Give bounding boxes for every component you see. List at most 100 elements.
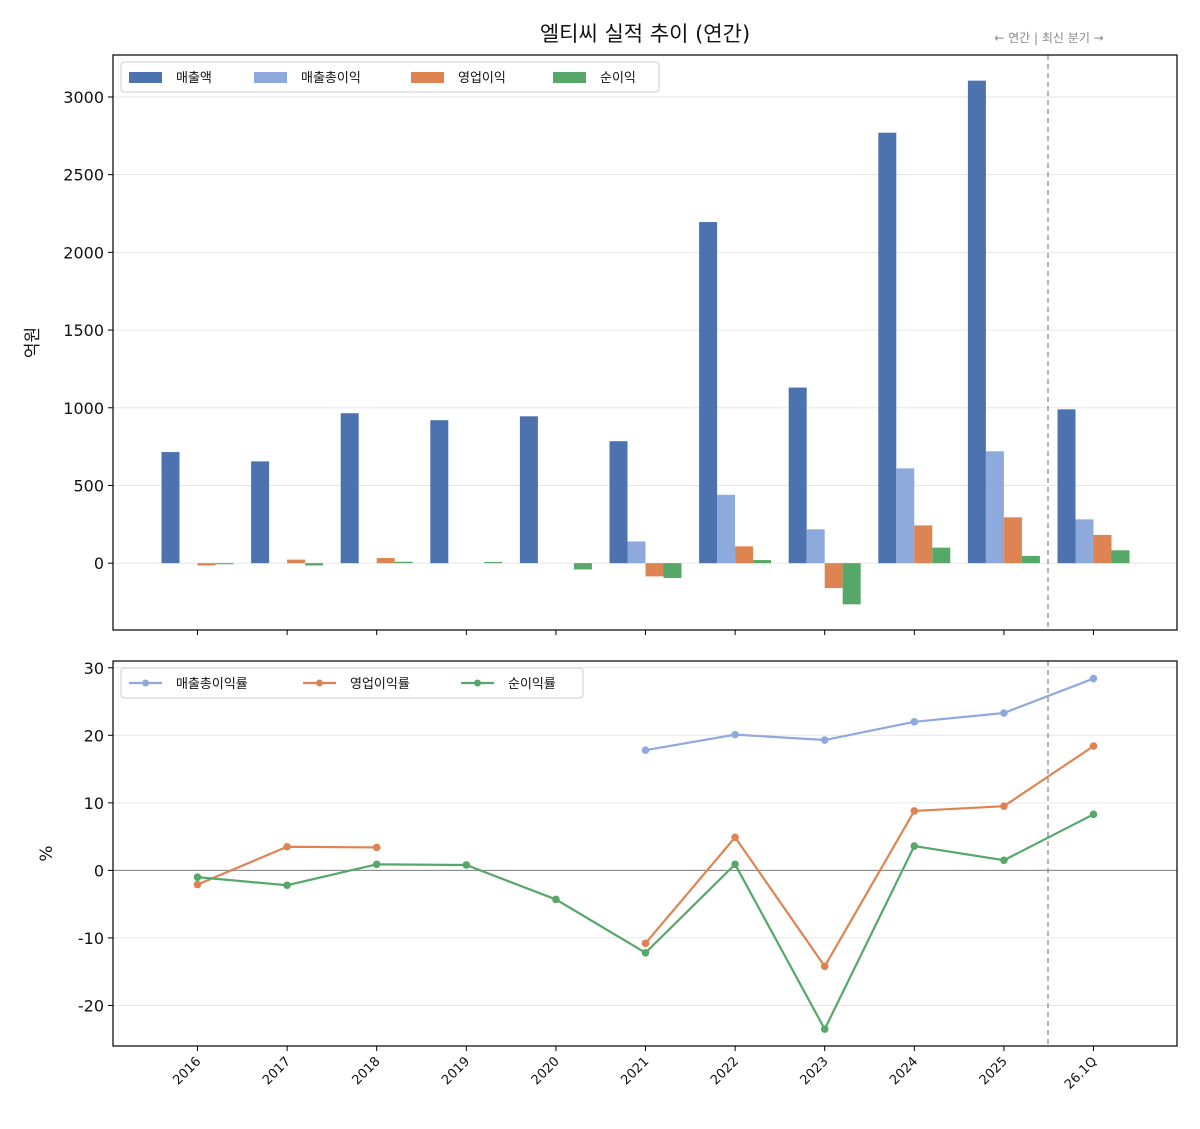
point-net-2016 — [193, 873, 202, 881]
legend-marker-operating — [316, 679, 323, 687]
bar-operating-2024 — [914, 525, 933, 564]
legend-swatch-net — [553, 72, 586, 83]
bar-revenue-26.1Q — [1057, 409, 1076, 564]
point-gross-2025 — [1000, 709, 1008, 717]
bar-net-2020 — [573, 563, 592, 570]
point-net-2020 — [552, 895, 560, 904]
bar-revenue-2025 — [967, 80, 986, 564]
y-tick-label: 3000 — [63, 88, 104, 107]
y-tick-label: 500 — [73, 476, 104, 495]
revenue-bar-panel: 0 500 1000 1500 2000 2500 3000 억원 매출액 매출총이익 영업이익 순이… — [23, 54, 1178, 635]
legend-box — [120, 667, 584, 699]
divider-note: ← 연간 | 최신 분기 → — [994, 31, 1103, 45]
point-gross-2024 — [910, 717, 919, 726]
y-tick-label: 10 — [84, 794, 104, 813]
y-tick-label: 2500 — [63, 166, 104, 185]
bar-gross-2021 — [627, 541, 646, 564]
bar-operating-2017 — [287, 559, 306, 564]
point-operating-2021 — [641, 939, 650, 948]
point-net-2023 — [820, 1025, 829, 1033]
point-net-2018 — [372, 860, 381, 869]
bar-revenue-2021 — [609, 441, 628, 564]
y-tick-label: 0 — [94, 861, 104, 880]
point-operating-2022 — [731, 833, 739, 842]
bar-gross-26.1Q — [1075, 519, 1094, 564]
bar-revenue-2017 — [251, 461, 270, 564]
point-gross-26.1Q — [1089, 674, 1098, 683]
legend-label: 매출총이익 — [301, 71, 361, 86]
y-tick-label: 1500 — [63, 321, 104, 340]
point-net-2025 — [1000, 856, 1008, 865]
y-tick-label: 30 — [84, 659, 104, 678]
point-net-2021 — [641, 948, 650, 957]
legend-label: 순이익 — [600, 71, 636, 86]
point-net-2017 — [283, 881, 291, 890]
bar-net-2022 — [753, 560, 772, 564]
bar-net-2018 — [394, 561, 413, 564]
bar-revenue-2020 — [519, 416, 538, 564]
legend-swatch-gross — [254, 72, 287, 83]
y-tick-label: -20 — [78, 996, 104, 1015]
y-tick-label: 2000 — [63, 243, 104, 262]
chart-title: 엘티씨 실적 추이 (연간) — [540, 22, 750, 46]
bar-operating-26.1Q — [1093, 534, 1112, 564]
legend-box — [120, 61, 660, 93]
point-operating-2018 — [372, 843, 381, 852]
point-operating-26.1Q — [1089, 742, 1098, 750]
y-tick-label: 20 — [84, 726, 104, 745]
legend-label: 매출액 — [176, 71, 212, 86]
point-operating-2017 — [283, 842, 291, 851]
bar-net-2023 — [842, 563, 861, 605]
bar-gross-2025 — [985, 451, 1004, 564]
point-operating-2025 — [1000, 802, 1008, 811]
legend-label: 순이익률 — [508, 677, 556, 692]
bar-operating-2023 — [824, 563, 843, 589]
bar-revenue-2024 — [878, 132, 897, 564]
bar-gross-2022 — [717, 494, 736, 564]
legend-marker-gross — [142, 679, 149, 687]
bar-revenue-2022 — [699, 222, 718, 564]
legend-label: 영업이익률 — [350, 677, 410, 692]
bar-operating-2022 — [735, 546, 754, 564]
bar-revenue-2018 — [340, 413, 359, 564]
bar-net-2025 — [1021, 555, 1040, 564]
bar-gross-2023 — [806, 529, 825, 564]
point-net-2022 — [731, 860, 739, 869]
y-tick-label: -10 — [78, 929, 104, 948]
y-tick-label: 0 — [94, 554, 104, 573]
legend-label: 매출총이익률 — [176, 677, 248, 692]
plot-frame — [112, 54, 1178, 631]
point-net-2019 — [462, 861, 471, 869]
bar-operating-2025 — [1003, 517, 1022, 564]
legend-marker-net — [474, 679, 481, 687]
plot-frame — [112, 660, 1178, 1047]
legend-label: 영업이익 — [458, 71, 506, 86]
y-tick-label: 1000 — [63, 399, 104, 418]
line-operating — [644, 745, 1095, 969]
y-axis-label: 억원 — [23, 327, 43, 358]
point-net-26.1Q — [1089, 810, 1098, 819]
legend-swatch-operating — [411, 72, 444, 83]
point-operating-2023 — [820, 962, 829, 971]
bar-revenue-2023 — [788, 387, 807, 564]
point-operating-2016 — [193, 880, 202, 889]
point-gross-2023 — [820, 736, 829, 744]
bar-net-2024 — [932, 547, 951, 564]
bar-operating-2018 — [376, 558, 395, 564]
bar-net-2017 — [305, 563, 324, 566]
y-axis-label: % — [37, 845, 57, 861]
bar-net-2016 — [215, 563, 234, 565]
line-gross — [645, 677, 1094, 752]
bar-revenue-2019 — [430, 420, 449, 564]
bar-revenue-2016 — [161, 452, 180, 564]
point-gross-2021 — [641, 746, 650, 754]
bar-gross-2024 — [896, 468, 915, 564]
legend-swatch-revenue — [129, 72, 162, 83]
bar-operating-2021 — [645, 563, 664, 577]
bar-net-2021 — [663, 563, 682, 578]
point-operating-2024 — [910, 807, 919, 815]
bar-operating-2016 — [197, 563, 216, 566]
point-gross-2022 — [731, 730, 739, 739]
